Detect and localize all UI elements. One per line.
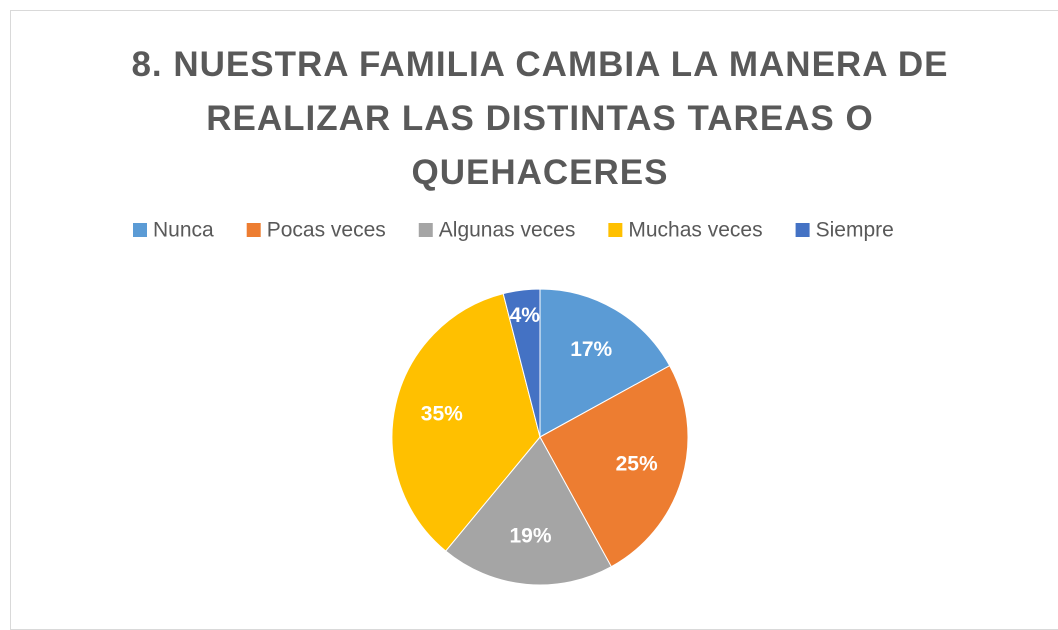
legend-label: Muchas veces bbox=[628, 219, 762, 242]
data-label: 25% bbox=[616, 453, 658, 476]
legend-label: Pocas veces bbox=[267, 219, 386, 242]
pie-slice bbox=[539, 365, 689, 568]
legend-swatch bbox=[133, 223, 147, 237]
pie-slice bbox=[444, 436, 612, 586]
legend-swatch bbox=[795, 223, 810, 237]
data-label: 19% bbox=[510, 525, 552, 548]
pie-slice bbox=[502, 288, 541, 438]
legend-swatch bbox=[608, 223, 623, 237]
data-label: 4% bbox=[510, 304, 541, 327]
pie-slice bbox=[539, 288, 671, 438]
page: 8. NUESTRA FAMILIA CAMBIA LA MANERA DE R… bbox=[10, 10, 1058, 630]
pie-slice bbox=[391, 293, 541, 552]
legend-label: Nunca bbox=[153, 219, 214, 242]
data-label: 35% bbox=[421, 403, 463, 426]
legend-swatch bbox=[418, 223, 433, 237]
chart: Nunca Pocas veces Algunas veces Muchas vece… bbox=[133, 219, 894, 586]
legend-swatch bbox=[246, 223, 261, 237]
legend-label: Algunas veces bbox=[439, 219, 576, 242]
data-label: 17% bbox=[570, 338, 612, 361]
legend-label: Siempre bbox=[816, 219, 894, 242]
chart-title: 8. NUESTRA FAMILIA CAMBIA LA MANERA DE R… bbox=[131, 45, 949, 192]
